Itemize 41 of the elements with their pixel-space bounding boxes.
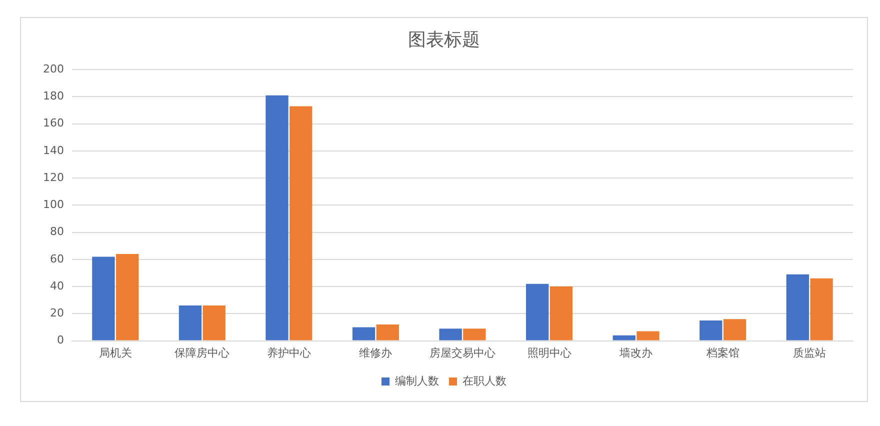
x-tick-label: 养护中心 bbox=[266, 346, 311, 360]
bar bbox=[439, 328, 462, 340]
bar bbox=[700, 320, 722, 340]
y-tick-label: 200 bbox=[42, 62, 64, 76]
bar bbox=[810, 278, 833, 340]
bar bbox=[116, 254, 139, 340]
x-tick-label: 保障房中心 bbox=[174, 346, 230, 360]
bar bbox=[178, 306, 202, 340]
chart-title: 图表标题 bbox=[408, 29, 480, 50]
x-tick-label: 房屋交易中心 bbox=[430, 346, 496, 360]
y-tick-label: 20 bbox=[50, 306, 64, 320]
bar bbox=[92, 256, 115, 340]
legend-label: 编制人数 bbox=[395, 374, 439, 388]
legend-label: 在职人数 bbox=[462, 374, 506, 388]
bar bbox=[376, 324, 399, 340]
bar bbox=[290, 106, 312, 340]
bar bbox=[723, 319, 746, 340]
bar bbox=[526, 284, 549, 340]
y-tick-label: 100 bbox=[42, 198, 64, 212]
x-tick-label: 墙改办 bbox=[618, 346, 653, 360]
bar bbox=[352, 327, 376, 340]
y-tick-label: 40 bbox=[50, 279, 64, 292]
y-tick-label: 120 bbox=[42, 170, 64, 184]
x-tick-label: 维修办 bbox=[359, 346, 392, 360]
bar bbox=[463, 328, 486, 340]
x-tick-label: 档案馆 bbox=[705, 346, 740, 360]
bar bbox=[612, 335, 636, 340]
x-tick-label: 照明中心 bbox=[527, 346, 572, 360]
bar bbox=[636, 331, 660, 340]
bar bbox=[266, 95, 288, 340]
y-tick-label: 180 bbox=[42, 90, 64, 103]
y-tick-label: 0 bbox=[56, 334, 64, 347]
y-tick-label: 60 bbox=[50, 252, 64, 266]
y-tick-label: 140 bbox=[42, 144, 64, 157]
x-tick-label: 局机关 bbox=[98, 346, 132, 360]
bar bbox=[550, 286, 573, 340]
bar bbox=[202, 306, 226, 340]
x-tick-label: 质监站 bbox=[793, 346, 826, 360]
y-tick-label: 80 bbox=[50, 225, 64, 238]
bar bbox=[786, 274, 810, 340]
y-tick-label: 160 bbox=[42, 116, 64, 130]
